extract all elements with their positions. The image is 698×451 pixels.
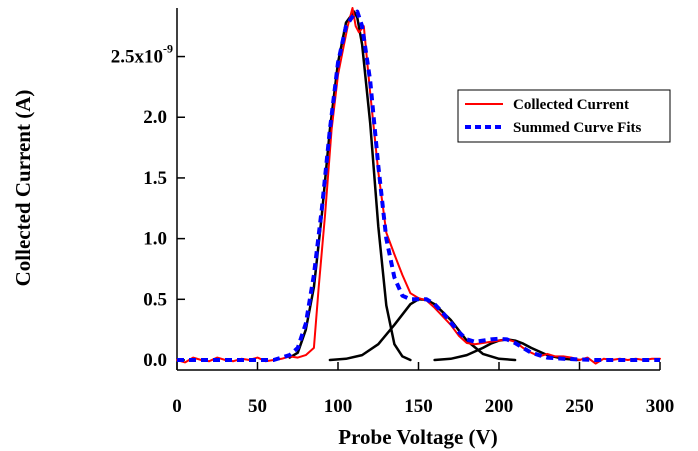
- legend-box: [457, 89, 671, 143]
- x-tick-label: 100: [324, 396, 353, 417]
- x-tick-label: 200: [485, 396, 514, 417]
- legend-label-collected-current: Collected Current: [513, 97, 629, 113]
- series-fit-peak-2: [328, 298, 517, 362]
- series-fit-peak-1: [288, 10, 412, 362]
- x-axis-title: Probe Voltage (V): [338, 425, 497, 449]
- x-tick-label: 300: [646, 396, 675, 417]
- y-ticks: 0.0 0.5 1.0 1.5 2.0 2.5x10-9: [111, 42, 185, 371]
- y-tick-label: 0.0: [143, 350, 167, 371]
- series-layer: [176, 7, 661, 365]
- legend: Collected Current Summed Curve Fits: [457, 89, 671, 143]
- series-summed-curve-fits: [177, 9, 660, 362]
- x-tick-label: 0: [172, 396, 182, 417]
- y-tick-label: 1.5: [143, 168, 167, 189]
- y-tick-label: 0.5: [143, 289, 167, 310]
- y-exponent-label: -9: [163, 42, 173, 56]
- x-tick-label: 250: [565, 396, 594, 417]
- x-tick-label: 50: [248, 396, 267, 417]
- x-tick-label: 150: [404, 396, 433, 417]
- y-axis-title: Collected Current (A): [11, 90, 35, 287]
- y-tick-label: 2.5x10-9: [111, 42, 173, 68]
- y-tick-label: 1.0: [143, 229, 167, 250]
- legend-label-summed-curve-fits: Summed Curve Fits: [513, 120, 641, 136]
- series-collected-current: [176, 7, 661, 365]
- x-ticks: 0 50 100 150 200 250 300: [172, 362, 674, 417]
- y-tick-label: 2.0: [143, 107, 167, 128]
